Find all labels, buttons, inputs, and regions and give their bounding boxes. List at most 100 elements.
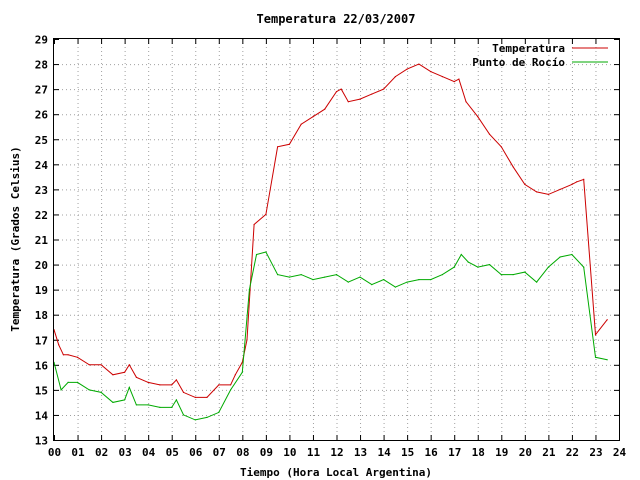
x-tick-label: 24 (613, 446, 627, 459)
series-line-1 (53, 251, 608, 421)
series-point-0 (347, 101, 349, 103)
x-tick-label: 07 (213, 446, 226, 459)
series-point-1 (477, 266, 479, 268)
plot-frame (53, 38, 620, 441)
y-tick-label: 26 (35, 109, 49, 122)
series-point-1 (128, 386, 130, 388)
series-point-1 (347, 281, 349, 283)
series-point-1 (100, 391, 102, 393)
series-point-1 (583, 266, 585, 268)
x-tick-label: 08 (236, 446, 249, 459)
series-point-0 (218, 384, 220, 386)
series-point-0 (394, 76, 396, 78)
series-point-1 (312, 279, 314, 281)
series-point-0 (465, 101, 467, 103)
series-point-0 (175, 379, 177, 381)
y-tick-label: 29 (35, 34, 48, 47)
series-point-1 (60, 389, 62, 391)
series-point-1 (230, 389, 232, 391)
series-point-0 (246, 339, 248, 341)
series-point-0 (194, 396, 196, 398)
series (53, 63, 608, 421)
y-tick-label: 23 (35, 184, 48, 197)
x-tick-label: 21 (542, 446, 556, 459)
series-point-1 (371, 284, 373, 286)
x-tick-label: 03 (119, 446, 132, 459)
chart-title: Temperatura 22/03/2007 (257, 12, 416, 26)
series-point-1 (288, 276, 290, 278)
x-tick-label: 20 (519, 446, 532, 459)
series-point-0 (58, 344, 60, 346)
series-point-0 (62, 354, 64, 356)
y-tick-label: 16 (35, 359, 49, 372)
x-tick-label: 12 (330, 446, 343, 459)
series-point-0 (340, 88, 342, 90)
x-tick-label: 04 (142, 446, 156, 459)
series-point-0 (559, 188, 561, 190)
series-point-1 (248, 289, 250, 291)
series-point-1 (467, 261, 469, 263)
series-point-1 (500, 274, 502, 276)
series-point-1 (460, 253, 462, 256)
y-tick-label: 22 (35, 209, 48, 222)
series-point-0 (88, 364, 90, 366)
series-point-0 (128, 364, 130, 366)
y-tick-label: 17 (35, 334, 48, 347)
series-point-1 (536, 281, 538, 283)
series-point-1 (335, 274, 338, 276)
y-tick-label: 20 (35, 259, 48, 272)
series-point-1 (175, 399, 177, 401)
series-point-1 (135, 404, 137, 406)
x-tick-label: 14 (377, 446, 391, 459)
series-point-0 (430, 71, 432, 73)
series-point-1 (88, 389, 90, 391)
series-point-1 (159, 406, 161, 408)
series-point-0 (594, 334, 597, 336)
series-point-0 (512, 166, 514, 168)
x-tick-label: 18 (472, 446, 485, 459)
series-point-0 (135, 376, 137, 378)
x-tick-label: 15 (401, 446, 414, 459)
series-point-0 (488, 133, 491, 135)
series-point-0 (383, 88, 385, 90)
x-tick-label: 22 (566, 446, 579, 459)
series-point-0 (576, 181, 578, 183)
x-tick-label: 00 (48, 446, 61, 459)
series-point-0 (124, 371, 126, 373)
series-point-0 (67, 354, 69, 356)
series-point-0 (571, 183, 573, 185)
x-tick-label: 02 (95, 446, 108, 459)
series-point-1 (359, 276, 361, 278)
series-point-0 (458, 78, 460, 80)
series-point-0 (335, 91, 338, 93)
series-point-1 (594, 356, 597, 358)
series-point-0 (206, 396, 208, 398)
series-point-1 (394, 286, 396, 288)
series-point-1 (124, 399, 126, 401)
x-tick-label: 23 (589, 446, 602, 459)
series-point-1 (241, 371, 243, 373)
series-point-1 (76, 381, 79, 383)
series-point-1 (453, 266, 455, 268)
y-tick-label: 18 (35, 309, 48, 322)
series-point-0 (100, 364, 102, 366)
series-point-0 (76, 356, 79, 358)
series-point-0 (288, 143, 290, 145)
axes: 00 01 02 03 04 05 06 07 08 09 10 11 12 13 14 15 16 17 18 19… (35, 34, 627, 460)
series-point-1 (547, 266, 550, 268)
series-point-0 (418, 63, 420, 65)
series-point-1 (571, 253, 573, 256)
y-tick-label: 25 (35, 134, 48, 147)
series-point-1 (218, 411, 220, 413)
x-tick-label: 06 (189, 446, 203, 459)
series-point-0 (112, 374, 114, 376)
y-tick-label: 14 (35, 409, 49, 422)
x-tick-label: 05 (166, 446, 179, 459)
series-point-1 (324, 276, 326, 278)
y-tick-label: 21 (35, 234, 49, 247)
series-point-1 (488, 264, 491, 266)
series-point-1 (441, 274, 443, 276)
series-point-0 (524, 183, 526, 185)
series-point-1 (418, 279, 420, 281)
